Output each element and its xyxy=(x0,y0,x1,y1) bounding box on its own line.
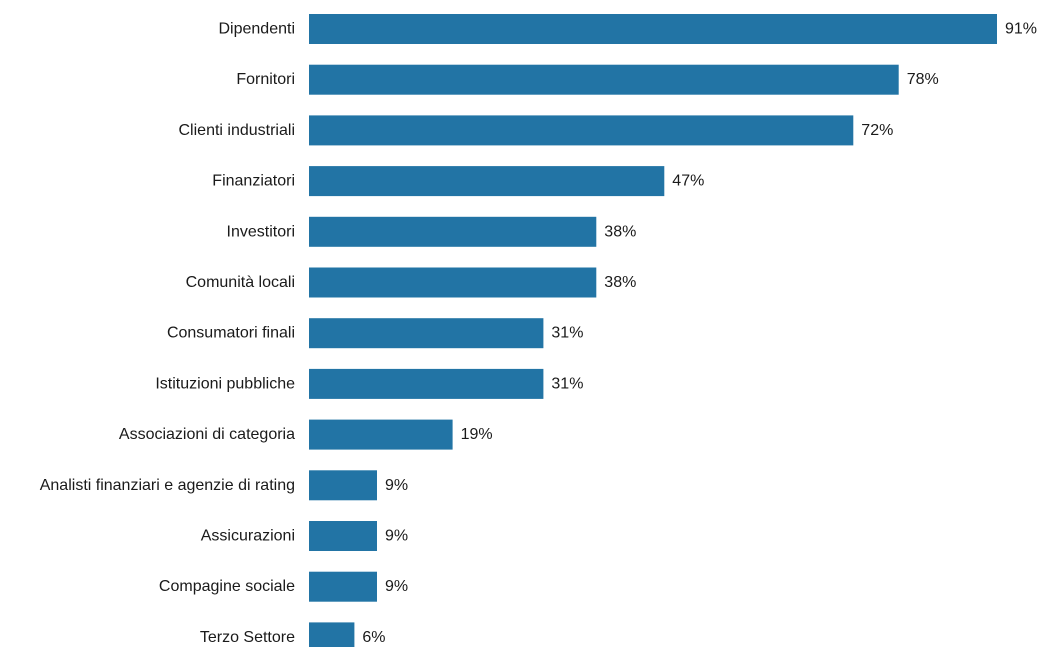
bar xyxy=(309,267,597,298)
value-label: 38% xyxy=(604,223,636,240)
category-label: Istituzioni pubbliche xyxy=(155,375,295,392)
bar xyxy=(309,166,665,197)
category-label: Clienti industriali xyxy=(179,122,296,139)
value-label: 38% xyxy=(604,274,636,291)
value-label: 78% xyxy=(907,71,939,88)
bar xyxy=(309,368,544,399)
value-label: 9% xyxy=(385,528,408,545)
bar xyxy=(309,470,377,501)
category-label: Dipendenti xyxy=(219,21,296,38)
category-label: Fornitori xyxy=(236,71,295,88)
bar xyxy=(309,571,377,602)
category-label: Assicurazioni xyxy=(201,528,295,545)
category-label: Investitori xyxy=(227,223,295,240)
category-label: Finanziatori xyxy=(212,173,295,190)
value-label: 19% xyxy=(461,426,493,443)
bar xyxy=(309,216,597,247)
value-label: 9% xyxy=(385,477,408,494)
value-label: 47% xyxy=(672,173,704,190)
bar xyxy=(309,64,899,95)
category-label: Terzo Settore xyxy=(200,629,295,646)
value-label: 6% xyxy=(362,629,385,646)
value-label: 31% xyxy=(551,375,583,392)
value-label: 91% xyxy=(1005,21,1037,38)
category-label: Compagine sociale xyxy=(159,578,295,595)
bar xyxy=(309,521,377,551)
bar xyxy=(309,115,854,146)
bars-layer: Dipendenti 91% Fornitori 78% Clienti industr… xyxy=(40,14,1037,652)
bar xyxy=(309,14,997,44)
value-label: 9% xyxy=(385,578,408,595)
value-label: 72% xyxy=(861,122,893,139)
category-label: Consumatori finali xyxy=(167,325,295,342)
bar xyxy=(309,419,453,450)
bar xyxy=(309,622,355,652)
category-label: Comunità locali xyxy=(186,274,295,291)
category-label: Associazioni di categoria xyxy=(119,426,295,443)
category-label: Analisti finanziari e agenzie di rating xyxy=(40,477,295,494)
bar xyxy=(309,318,544,349)
value-label: 31% xyxy=(551,325,583,342)
